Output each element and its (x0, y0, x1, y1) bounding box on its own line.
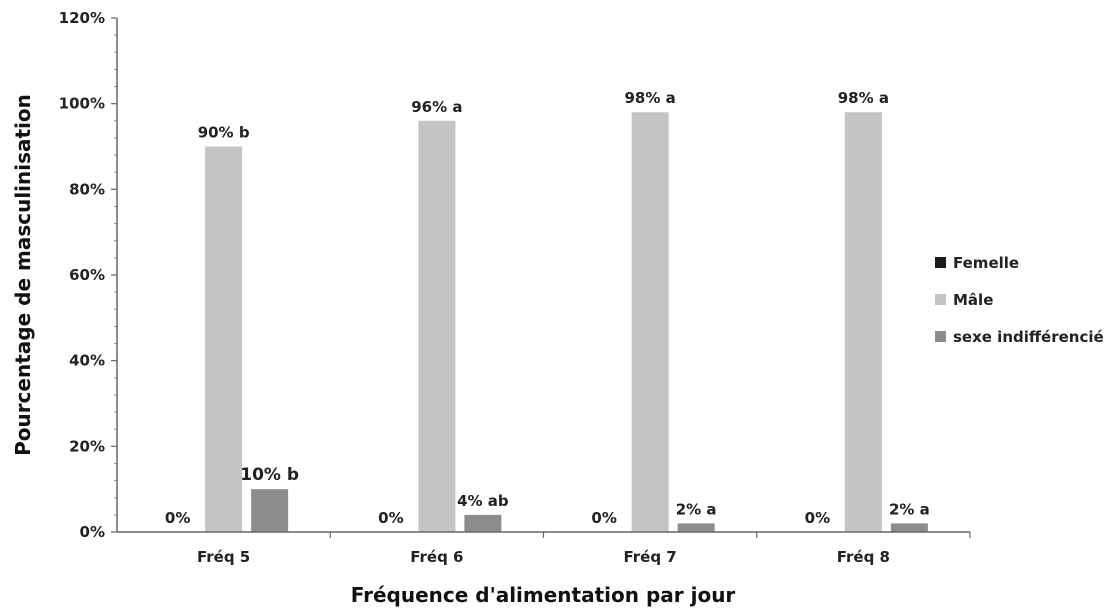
y-tick-label: 120% (59, 9, 105, 27)
bar-1-1 (418, 120, 456, 533)
data-label: 2% a (889, 500, 930, 518)
bar-2-1 (464, 514, 502, 532)
data-label: 96% a (411, 98, 462, 116)
data-label: 0% (805, 509, 830, 527)
bar-2-2 (677, 523, 715, 532)
x-tick-label: Fréq 5 (197, 548, 250, 566)
bar-1-0 (205, 146, 243, 532)
data-label: 2% a (676, 500, 717, 518)
x-tick-label: Fréq 6 (410, 548, 463, 566)
x-axis-title: Fréquence d'alimentation par jour (351, 583, 736, 607)
y-tick-label: 0% (80, 523, 105, 541)
data-label: 0% (165, 509, 190, 527)
bar-2-0 (251, 489, 289, 532)
data-label: 90% b (198, 124, 250, 142)
legend: Femelle Mâle sexe indifférencié (935, 254, 1104, 346)
y-tick-label: 60% (69, 266, 105, 284)
y-tick-label: 100% (59, 95, 105, 113)
legend-label: Mâle (953, 291, 993, 309)
bar-1-2 (631, 112, 669, 532)
data-label: 10% b (240, 465, 299, 485)
legend-label: sexe indifférencié (953, 328, 1104, 346)
data-label: 0% (591, 509, 616, 527)
y-tick-label: 20% (69, 437, 105, 455)
bar-2-3 (890, 523, 928, 532)
y-axis-title: Pourcentage de masculinisation (11, 94, 35, 456)
data-label: 4% ab (457, 492, 509, 510)
data-label: 98% a (625, 89, 676, 107)
legend-swatch (935, 331, 946, 342)
y-tick-label: 40% (69, 352, 105, 370)
bar-1-3 (844, 112, 882, 532)
data-label: 98% a (838, 89, 889, 107)
legend-swatch (935, 257, 946, 268)
legend-swatch (935, 294, 946, 305)
data-label: 0% (378, 509, 403, 527)
x-tick-label: Fréq 7 (623, 548, 676, 566)
y-tick-label: 80% (69, 180, 105, 198)
legend-label: Femelle (953, 254, 1019, 272)
x-tick-label: Fréq 8 (837, 548, 890, 566)
